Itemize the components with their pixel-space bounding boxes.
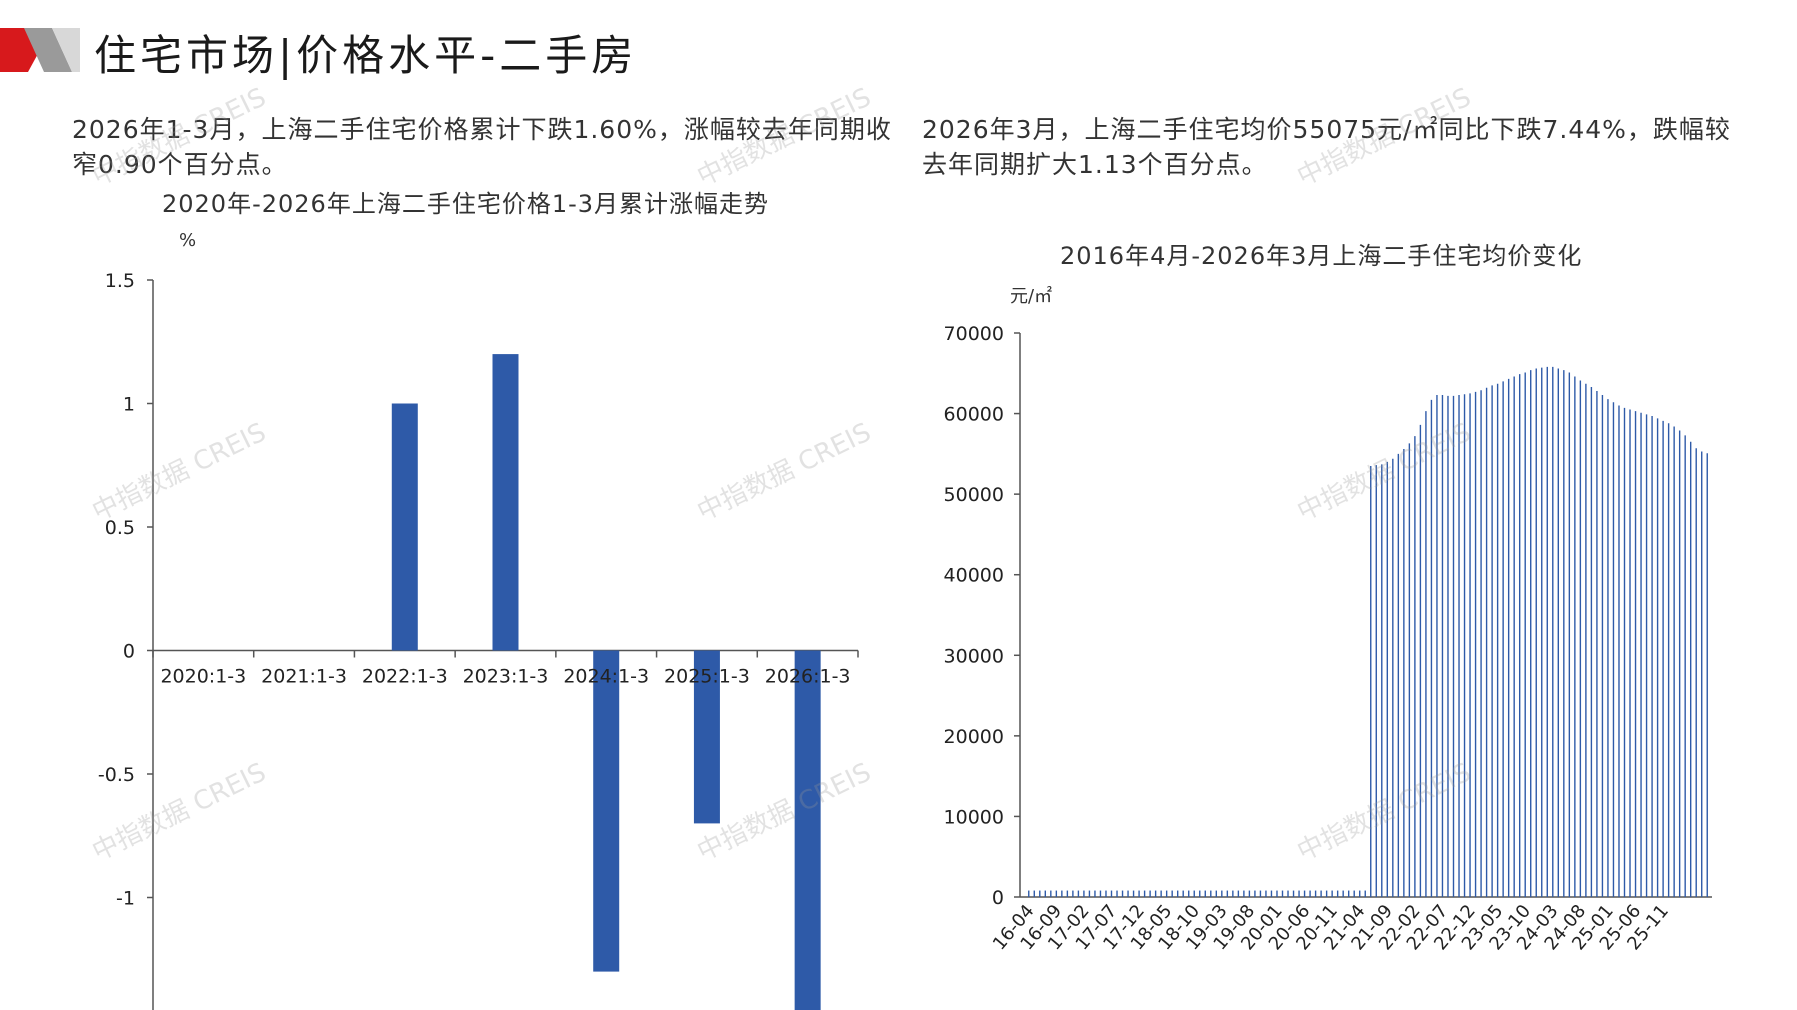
y-tick-label: 1 [123,394,135,416]
y-tick-label: 60000 [944,404,1004,426]
y-tick-label: 40000 [944,565,1004,587]
bar-2023:1-3 [492,354,519,651]
left-chart-unit: % [179,230,197,251]
left-chart-title: 2020年-2026年上海二手住宅价格1-3月累计涨幅走势 [162,190,770,218]
y-tick-label: 70000 [944,323,1004,345]
bar-2026:1-3 [794,650,821,1010]
y-tick-label: -1 [116,888,135,910]
y-tick-label: 30000 [944,645,1004,667]
y-tick-label: 0 [123,641,135,663]
x-tick-label: 2026:1-3 [765,666,851,688]
page-title: 住宅市场|价格水平-二手房 [94,31,638,80]
y-tick-label: 1.5 [105,270,135,292]
right-summary-text: 2026年3月，上海二手住宅均价55075元/㎡同比下跌7.44%，跌幅较去年同… [922,115,1731,179]
bar-2025:1-3 [693,650,720,824]
x-tick-label: 2023:1-3 [463,666,549,688]
x-tick-label: 2021:1-3 [261,666,347,688]
y-tick-label: 0 [992,887,1004,909]
x-tick-label: 2022:1-3 [362,666,448,688]
y-tick-label: 10000 [944,806,1004,828]
y-tick-label: 20000 [944,726,1004,748]
right-chart-title: 2016年4月-2026年3月上海二手住宅均价变化 [1060,242,1583,270]
x-tick-label: 2024:1-3 [563,666,649,688]
left-summary-text: 2026年1-3月，上海二手住宅价格累计下跌1.60%，涨幅较去年同期收窄0.9… [72,115,892,179]
y-tick-label: -0.5 [98,764,135,786]
bar-2022:1-3 [391,403,418,651]
x-tick-label: 2020:1-3 [160,666,246,688]
y-tick-label: 0.5 [105,517,135,539]
bar-2024:1-3 [593,650,620,972]
right-chart-unit: 元/㎡ [1010,286,1053,307]
y-tick-label: 50000 [944,484,1004,506]
brand-logo-icon [0,28,80,72]
x-tick-label: 2025:1-3 [664,666,750,688]
